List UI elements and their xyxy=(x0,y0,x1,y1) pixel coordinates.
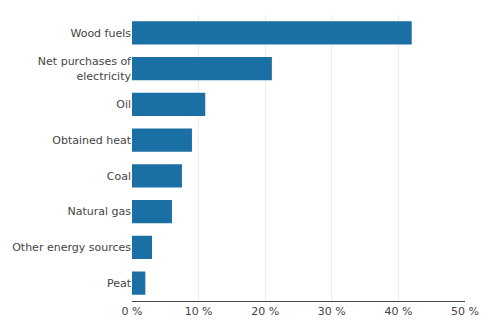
svg-text:Coal: Coal xyxy=(107,170,131,183)
svg-text:Net purchases ofelectricity: Net purchases ofelectricity xyxy=(38,55,132,82)
svg-text:Oil: Oil xyxy=(116,98,131,111)
svg-text:20 %: 20 % xyxy=(251,305,279,318)
svg-text:Natural gas: Natural gas xyxy=(67,205,131,218)
svg-text:Wood fuels: Wood fuels xyxy=(70,27,131,40)
svg-text:Peat: Peat xyxy=(107,277,132,290)
svg-text:40 %: 40 % xyxy=(384,305,412,318)
svg-text:30 %: 30 % xyxy=(318,305,346,318)
svg-text:0 %: 0 % xyxy=(122,305,143,318)
svg-text:10 %: 10 % xyxy=(185,305,213,318)
svg-text:Obtained heat: Obtained heat xyxy=(52,134,131,147)
svg-text:Other energy sources: Other energy sources xyxy=(12,241,131,254)
svg-text:50 %: 50 % xyxy=(451,305,479,318)
